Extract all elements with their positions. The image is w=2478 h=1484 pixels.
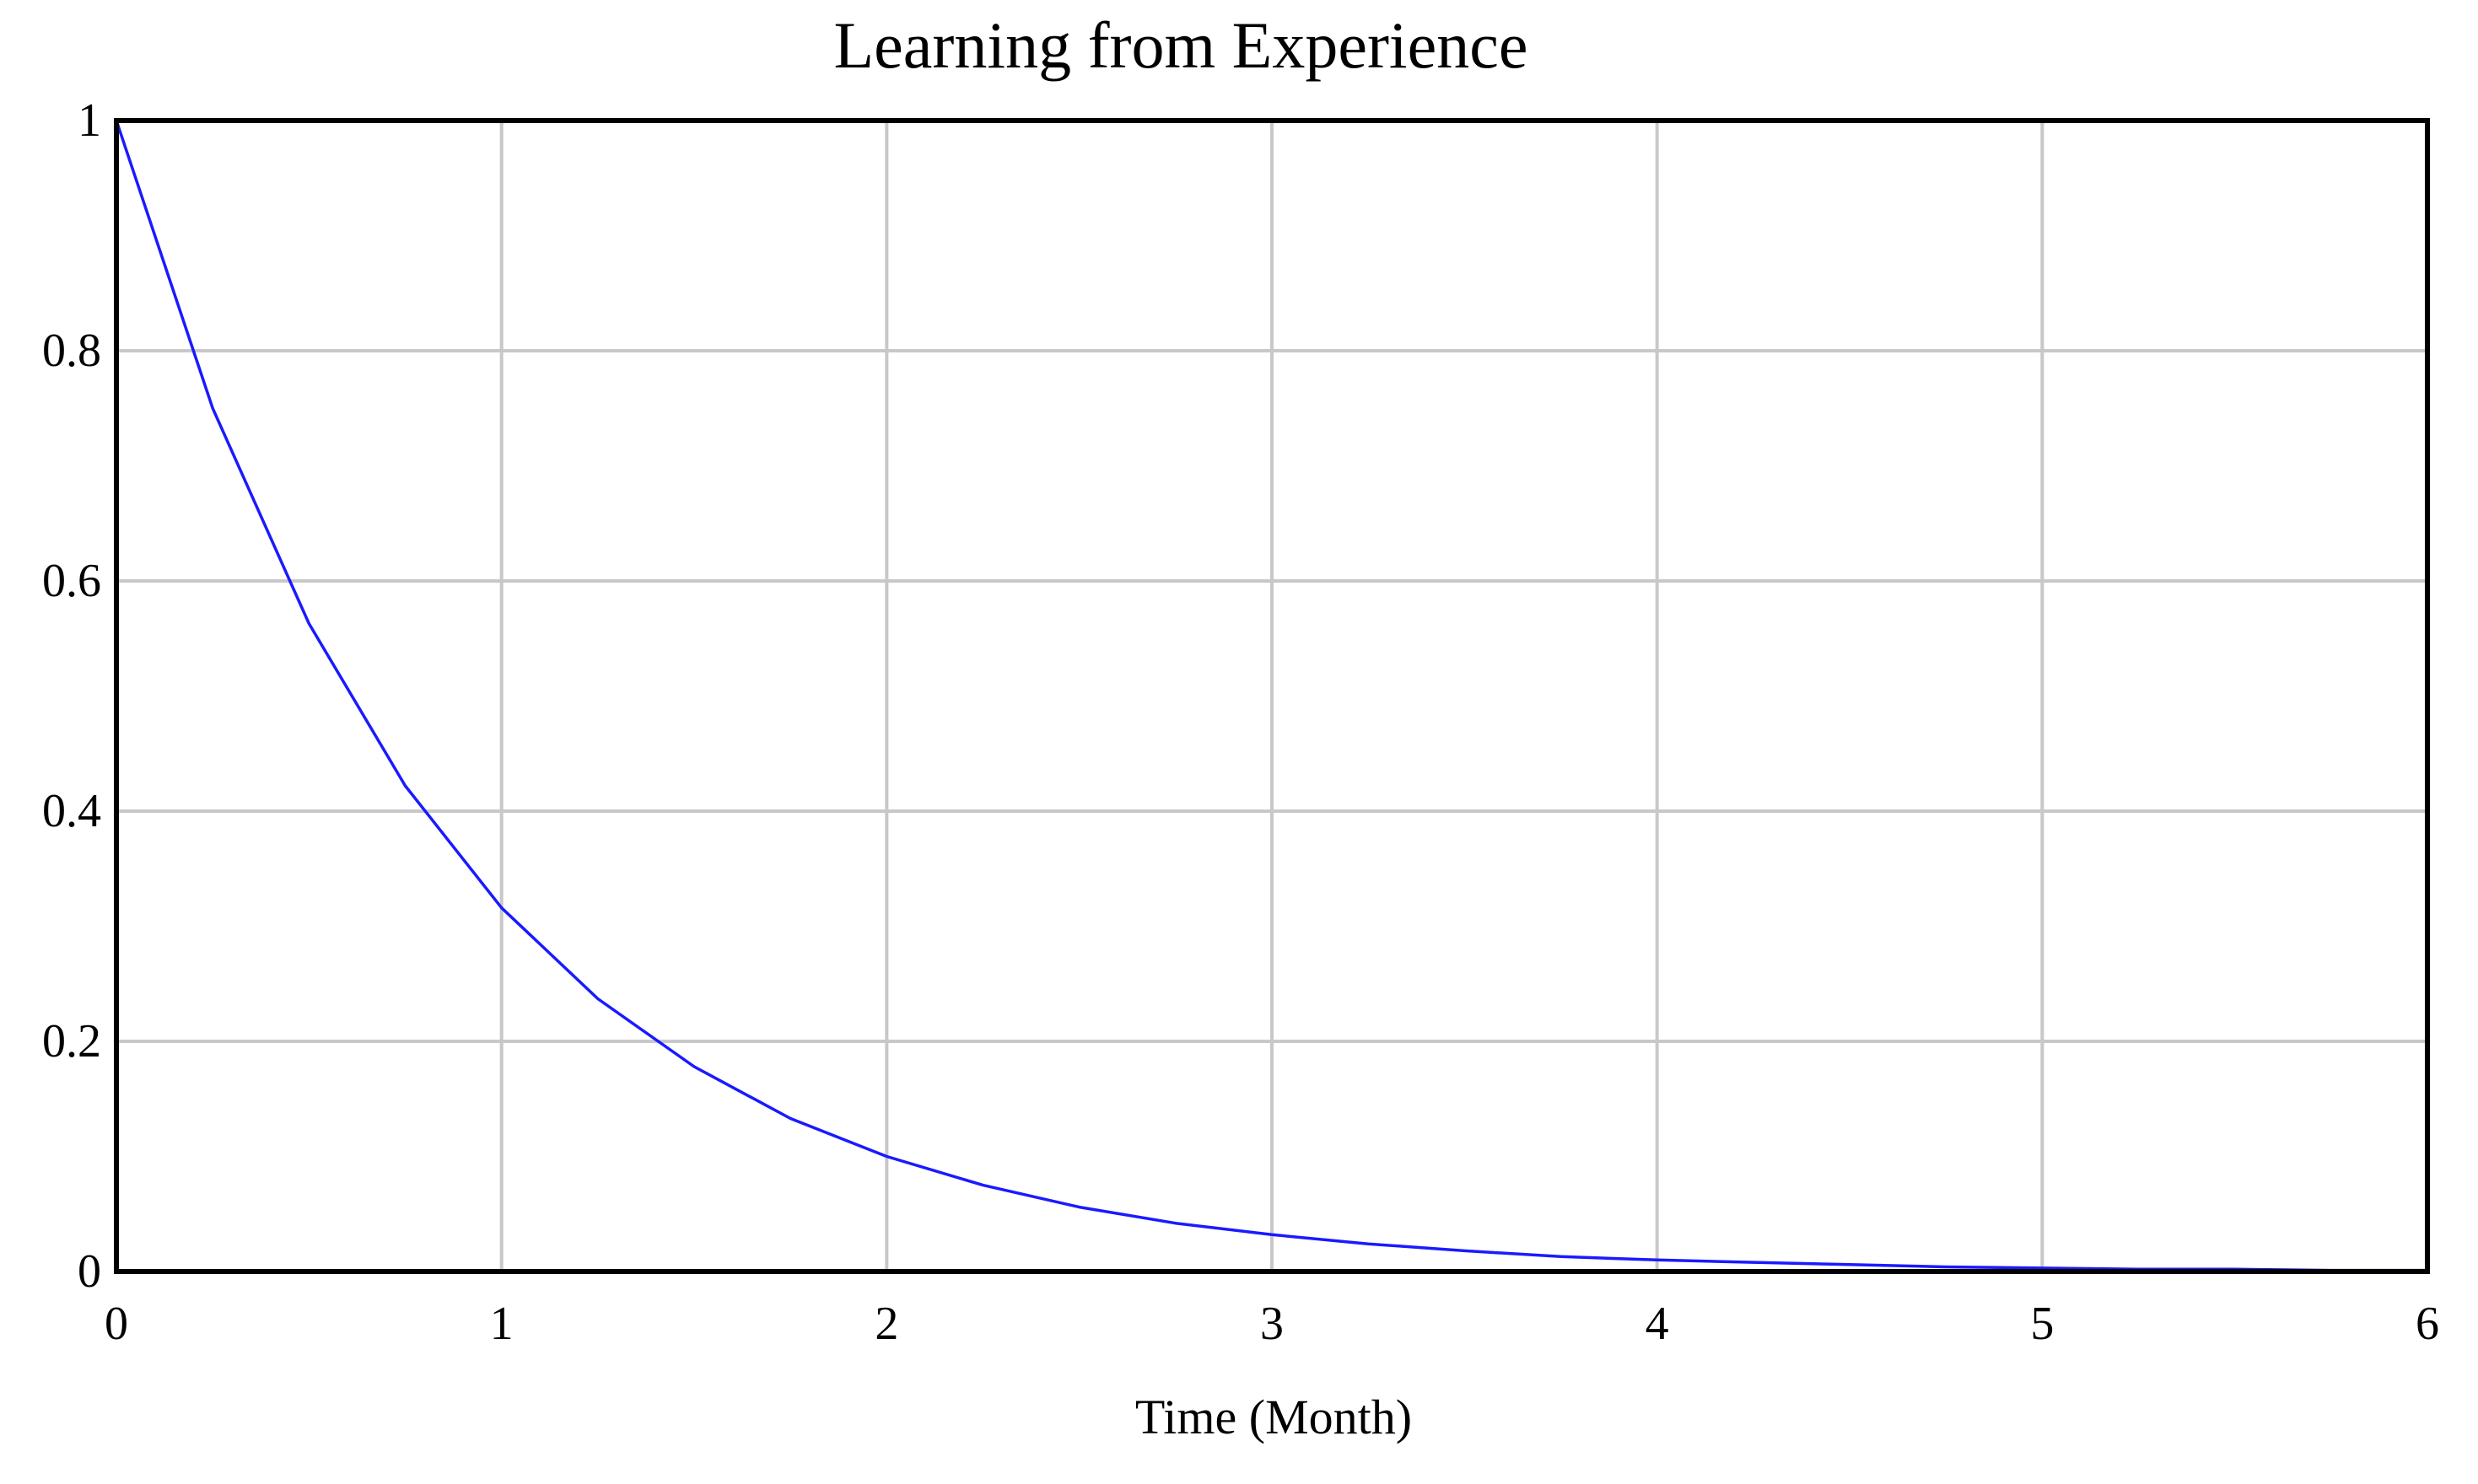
x-tick-label-3: 3	[1260, 1298, 1284, 1350]
x-axis-label: Time (Month)	[1135, 1390, 1412, 1444]
x-tick-label-6: 6	[2416, 1298, 2439, 1350]
grid	[116, 121, 2427, 1272]
x-axis-ticks: 0 1 2 3 4 5 6	[105, 1298, 2439, 1350]
x-tick-label-5: 5	[2030, 1298, 2054, 1350]
y-tick-label-2: 0.4	[42, 785, 101, 837]
series-layer	[115, 120, 2427, 1272]
y-tick-label-4: 0.8	[42, 325, 101, 377]
y-tick-label-0: 0	[78, 1245, 101, 1298]
chart-title: Learning from Experience	[834, 8, 1528, 82]
y-tick-label-1: 0.2	[42, 1015, 101, 1067]
plot-frame	[114, 118, 2430, 1274]
y-axis-ticks: 0 0.2 0.4 0.6 0.8 1	[42, 94, 101, 1298]
y-tick-label-5: 1	[78, 94, 101, 147]
series-line-0	[115, 120, 2427, 1272]
x-tick-label-2: 2	[875, 1298, 898, 1350]
x-tick-label-1: 1	[490, 1298, 514, 1350]
x-tick-label-4: 4	[1646, 1298, 1669, 1350]
x-tick-label-0: 0	[105, 1298, 128, 1350]
y-tick-label-3: 0.6	[42, 555, 101, 607]
